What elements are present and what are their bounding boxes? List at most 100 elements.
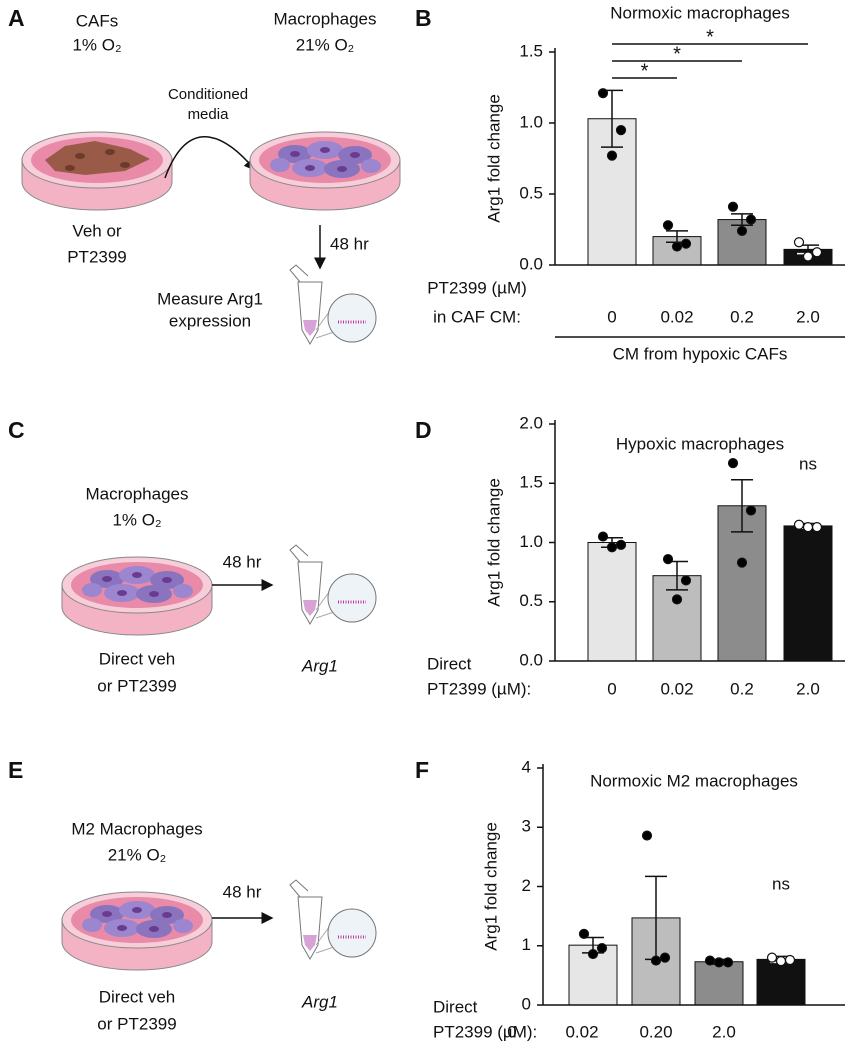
label: 48 hr xyxy=(223,882,262,901)
data-point xyxy=(671,594,683,605)
label: Conditioned xyxy=(168,86,248,103)
data-point xyxy=(802,521,814,533)
bar xyxy=(756,958,806,1006)
label: media xyxy=(188,106,230,123)
cafs xyxy=(45,141,150,175)
panel-label: F xyxy=(415,757,429,783)
data-point xyxy=(727,458,739,469)
data-point xyxy=(659,952,671,963)
panel-label: E xyxy=(8,757,23,783)
data-point xyxy=(713,957,725,968)
y-tick-label: 1.0 xyxy=(519,532,543,551)
x-tick-label: 0.2 xyxy=(730,307,754,326)
bar xyxy=(694,961,744,1006)
x-tick-label: 0 xyxy=(607,307,616,326)
label: Direct veh xyxy=(99,987,176,1006)
data-point xyxy=(793,237,805,248)
data-point xyxy=(811,247,823,258)
panel-label: B xyxy=(415,5,432,31)
data-point xyxy=(793,519,805,530)
data-point xyxy=(736,557,748,568)
data-point xyxy=(615,539,627,550)
data-point xyxy=(597,88,609,99)
data-point xyxy=(775,956,787,967)
y-tick-label: 1.0 xyxy=(519,112,543,131)
x-axis-label: PT2399 (µM): xyxy=(433,1022,537,1041)
diagram-a: CAFs 1% O₂ Veh or PT2399 Conditioned med… xyxy=(21,9,401,346)
x-axis-label: PT2399 (µM) xyxy=(427,278,527,297)
y-tick-label: 1 xyxy=(522,935,531,954)
panel-label: C xyxy=(8,417,25,443)
label: 21% O₂ xyxy=(296,35,355,54)
y-tick-label: 0 xyxy=(522,994,531,1013)
bar xyxy=(783,525,833,662)
data-point xyxy=(662,553,674,565)
x-tick-label: 0 xyxy=(607,679,616,698)
label: or PT2399 xyxy=(97,676,176,695)
data-point xyxy=(727,201,739,212)
data-point xyxy=(615,125,627,136)
y-tick-label: 1.5 xyxy=(519,473,543,492)
y-tick-label: 0.0 xyxy=(519,650,543,669)
data-point xyxy=(606,542,618,553)
panel-label: A xyxy=(8,5,25,31)
y-axis-label: Arg1 fold change xyxy=(484,94,503,223)
x-tick-label: 0.20 xyxy=(639,1022,672,1041)
significance-label: * xyxy=(706,26,714,48)
data-point xyxy=(596,943,608,954)
annotation: ns xyxy=(799,454,817,473)
x-tick-label: 2.0 xyxy=(796,307,820,326)
label: 1% O₂ xyxy=(72,35,121,54)
y-tick-label: 2.0 xyxy=(519,413,543,432)
x-tick-label: 2.0 xyxy=(712,1022,736,1041)
x-tick-label: 0.02 xyxy=(660,307,693,326)
y-axis-label: Arg1 fold change xyxy=(481,822,500,951)
label: Arg1 xyxy=(301,656,338,675)
data-point xyxy=(745,505,757,516)
panel-label: D xyxy=(415,417,432,443)
significance-label: * xyxy=(641,60,649,82)
x-tick-label: 0.2 xyxy=(730,679,754,698)
x-axis-label: Direct xyxy=(427,654,472,673)
x-axis-label: Direct xyxy=(433,997,478,1016)
y-tick-label: 2 xyxy=(522,876,531,895)
label: 48 hr xyxy=(330,234,369,253)
data-point xyxy=(811,521,823,533)
data-point xyxy=(784,954,796,966)
group-label: CM from hypoxic CAFs xyxy=(613,344,788,363)
data-point xyxy=(722,957,734,968)
y-tick-label: 4 xyxy=(522,757,531,776)
y-tick-label: 1.5 xyxy=(519,41,543,60)
label: PT2399 xyxy=(67,247,127,266)
y-axis-label: Arg1 fold change xyxy=(484,478,503,607)
data-point xyxy=(704,955,716,966)
label: Measure Arg1 xyxy=(157,289,263,308)
data-point xyxy=(662,220,674,231)
data-point xyxy=(802,251,814,262)
label: M2 Macrophages xyxy=(71,819,202,838)
data-point xyxy=(606,150,618,161)
label: Macrophages xyxy=(273,9,376,28)
bar xyxy=(587,542,637,662)
data-point xyxy=(578,928,590,940)
label: CAFs xyxy=(76,11,119,30)
data-point xyxy=(766,952,778,963)
chart-title: Hypoxic macrophages xyxy=(616,434,784,453)
data-point xyxy=(650,955,662,966)
data-point xyxy=(736,225,748,237)
annotation: ns xyxy=(772,874,790,893)
label: 1% O₂ xyxy=(112,510,161,529)
label: Direct veh xyxy=(99,649,176,668)
label: Macrophages xyxy=(85,484,188,503)
data-point xyxy=(597,531,609,542)
data-point xyxy=(745,214,757,225)
y-tick-label: 3 xyxy=(522,817,531,836)
label: Arg1 xyxy=(301,992,338,1011)
chart-title: Normoxic macrophages xyxy=(610,3,790,22)
data-point xyxy=(671,241,683,252)
label: Veh or xyxy=(72,221,121,240)
chart-title: Normoxic M2 macrophages xyxy=(590,771,798,790)
label: or PT2399 xyxy=(97,1014,176,1033)
label: expression xyxy=(169,311,251,330)
